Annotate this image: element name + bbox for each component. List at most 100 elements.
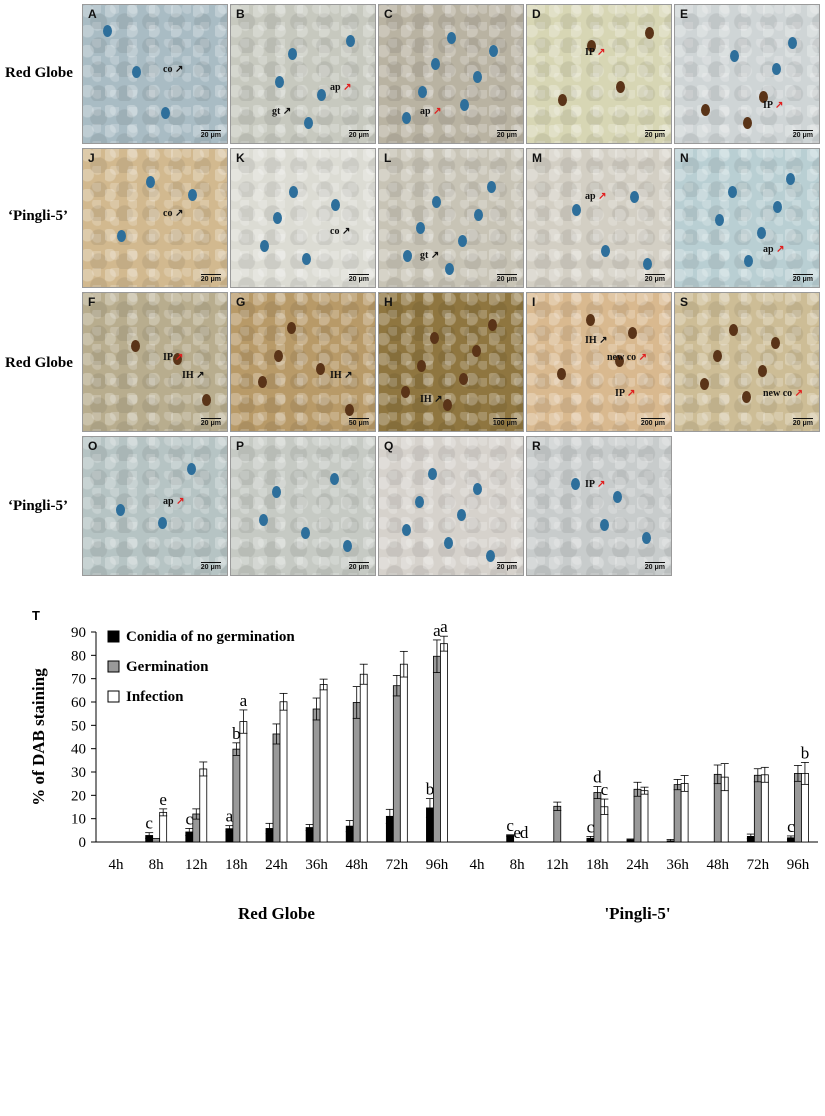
- pointer-arrow-icon: ↗: [172, 352, 184, 363]
- structure-label: ap ↗: [330, 82, 352, 93]
- x-tick-label: 18h: [586, 857, 609, 873]
- structure-label: IH ↗: [182, 370, 205, 381]
- spore-mark: [330, 473, 339, 485]
- micrograph-panel-p: P 20 μm: [230, 436, 376, 576]
- spore-mark: [343, 540, 352, 552]
- y-tick-label: 0: [79, 835, 87, 851]
- spore-mark: [301, 527, 310, 539]
- spore-mark: [417, 360, 426, 372]
- spore-mark: [428, 468, 437, 480]
- panel-letter: P: [236, 439, 245, 453]
- spore-mark: [600, 519, 609, 531]
- x-tick-label: 8h: [149, 857, 165, 873]
- spore-mark: [331, 199, 340, 211]
- pointer-arrow-icon: ↗: [594, 479, 606, 490]
- bar: [392, 685, 401, 843]
- micrograph-panel-o: O 20 μm ap ↗: [82, 436, 228, 576]
- significance-letter: a: [240, 691, 248, 710]
- x-tick-label: 72h: [386, 857, 409, 873]
- spore-mark: [701, 104, 710, 116]
- micrograph-panel-a: A 20 μm co ↗: [82, 4, 228, 144]
- significance-letter: b: [232, 724, 241, 743]
- structure-label: co ↗: [330, 226, 351, 237]
- micrograph-panel-g: G 50 μm IH ↗: [230, 292, 376, 432]
- pointer-arrow-icon: ↗: [431, 394, 443, 405]
- pointer-arrow-icon: ↗: [624, 388, 636, 399]
- spore-mark: [187, 463, 196, 475]
- x-tick-label: 96h: [787, 857, 810, 873]
- x-tick-label: 4h: [470, 857, 486, 873]
- spore-mark: [730, 50, 739, 62]
- spore-mark: [613, 491, 622, 503]
- tissue-texture: [675, 293, 819, 431]
- bar: [440, 643, 448, 843]
- spore-mark: [472, 345, 481, 357]
- spore-mark: [616, 81, 625, 93]
- row-label-pingli-2: ‘Pingli-5’: [8, 498, 68, 514]
- scale-bar: 20 μm: [348, 130, 369, 139]
- bar: [553, 805, 562, 843]
- spore-mark: [474, 209, 483, 221]
- x-tick-label: 18h: [225, 857, 248, 873]
- bar: [312, 708, 321, 843]
- spore-mark: [460, 99, 469, 111]
- spore-mark: [432, 196, 441, 208]
- spore-mark: [628, 327, 637, 339]
- pointer-arrow-icon: ↗: [792, 388, 804, 399]
- panel-letter: L: [384, 151, 392, 165]
- micrograph-panel-r: R 20 μm IP ↗: [526, 436, 672, 576]
- bar: [239, 721, 248, 843]
- panel-letter: O: [88, 439, 98, 453]
- tissue-texture: [231, 437, 375, 575]
- spore-mark: [713, 350, 722, 362]
- bar: [352, 702, 361, 843]
- y-tick-label: 50: [71, 718, 86, 734]
- group-label: 'Pingli-5': [604, 904, 670, 923]
- spore-mark: [601, 245, 610, 257]
- spore-mark: [188, 189, 197, 201]
- spore-mark: [431, 58, 440, 70]
- spore-mark: [487, 181, 496, 193]
- pointer-arrow-icon: ↗: [193, 370, 205, 381]
- legend-label: Germination: [126, 659, 209, 675]
- micrograph-panel-n: N 20 μm ap ↗: [674, 148, 820, 288]
- scale-bar: 20 μm: [792, 418, 813, 427]
- bar: [359, 673, 368, 843]
- spore-mark: [275, 76, 284, 88]
- spore-mark: [486, 550, 495, 562]
- x-tick-label: 12h: [546, 857, 569, 873]
- significance-letter: c: [601, 780, 609, 799]
- spore-mark: [758, 365, 767, 377]
- row-label-red-globe-1: Red Globe: [5, 65, 73, 81]
- x-tick-label: 24h: [265, 857, 288, 873]
- bar: [152, 838, 161, 843]
- scale-bar: 100 μm: [492, 418, 517, 427]
- bar: [232, 748, 241, 843]
- pointer-arrow-icon: ↗: [339, 226, 351, 237]
- spore-mark: [402, 112, 411, 124]
- y-tick-label: 30: [71, 765, 86, 781]
- spore-mark: [260, 240, 269, 252]
- pointer-arrow-icon: ↗: [594, 47, 606, 58]
- micrograph-panel-j: J 20 μm co ↗: [82, 148, 228, 288]
- scale-bar: 20 μm: [348, 562, 369, 571]
- bar: [713, 773, 722, 843]
- spore-mark: [715, 214, 724, 226]
- spore-mark: [457, 509, 466, 521]
- pointer-arrow-icon: ↗: [340, 82, 352, 93]
- panel-letter: H: [384, 295, 393, 309]
- panel-letter: N: [680, 151, 689, 165]
- significance-letter: e: [513, 823, 521, 842]
- micrograph-panel-i: I 200 μm IH ↗ IP ↗ new co ↗: [526, 292, 672, 432]
- spore-mark: [158, 517, 167, 529]
- spore-mark: [415, 496, 424, 508]
- panel-letter: R: [532, 439, 541, 453]
- spore-mark: [117, 230, 126, 242]
- spore-mark: [403, 250, 412, 262]
- spore-mark: [772, 63, 781, 75]
- tissue-texture: [527, 293, 671, 431]
- y-tick-label: 20: [71, 788, 86, 804]
- bar: [199, 768, 208, 843]
- structure-label: ap ↗: [585, 191, 607, 202]
- pointer-arrow-icon: ↗: [772, 100, 784, 111]
